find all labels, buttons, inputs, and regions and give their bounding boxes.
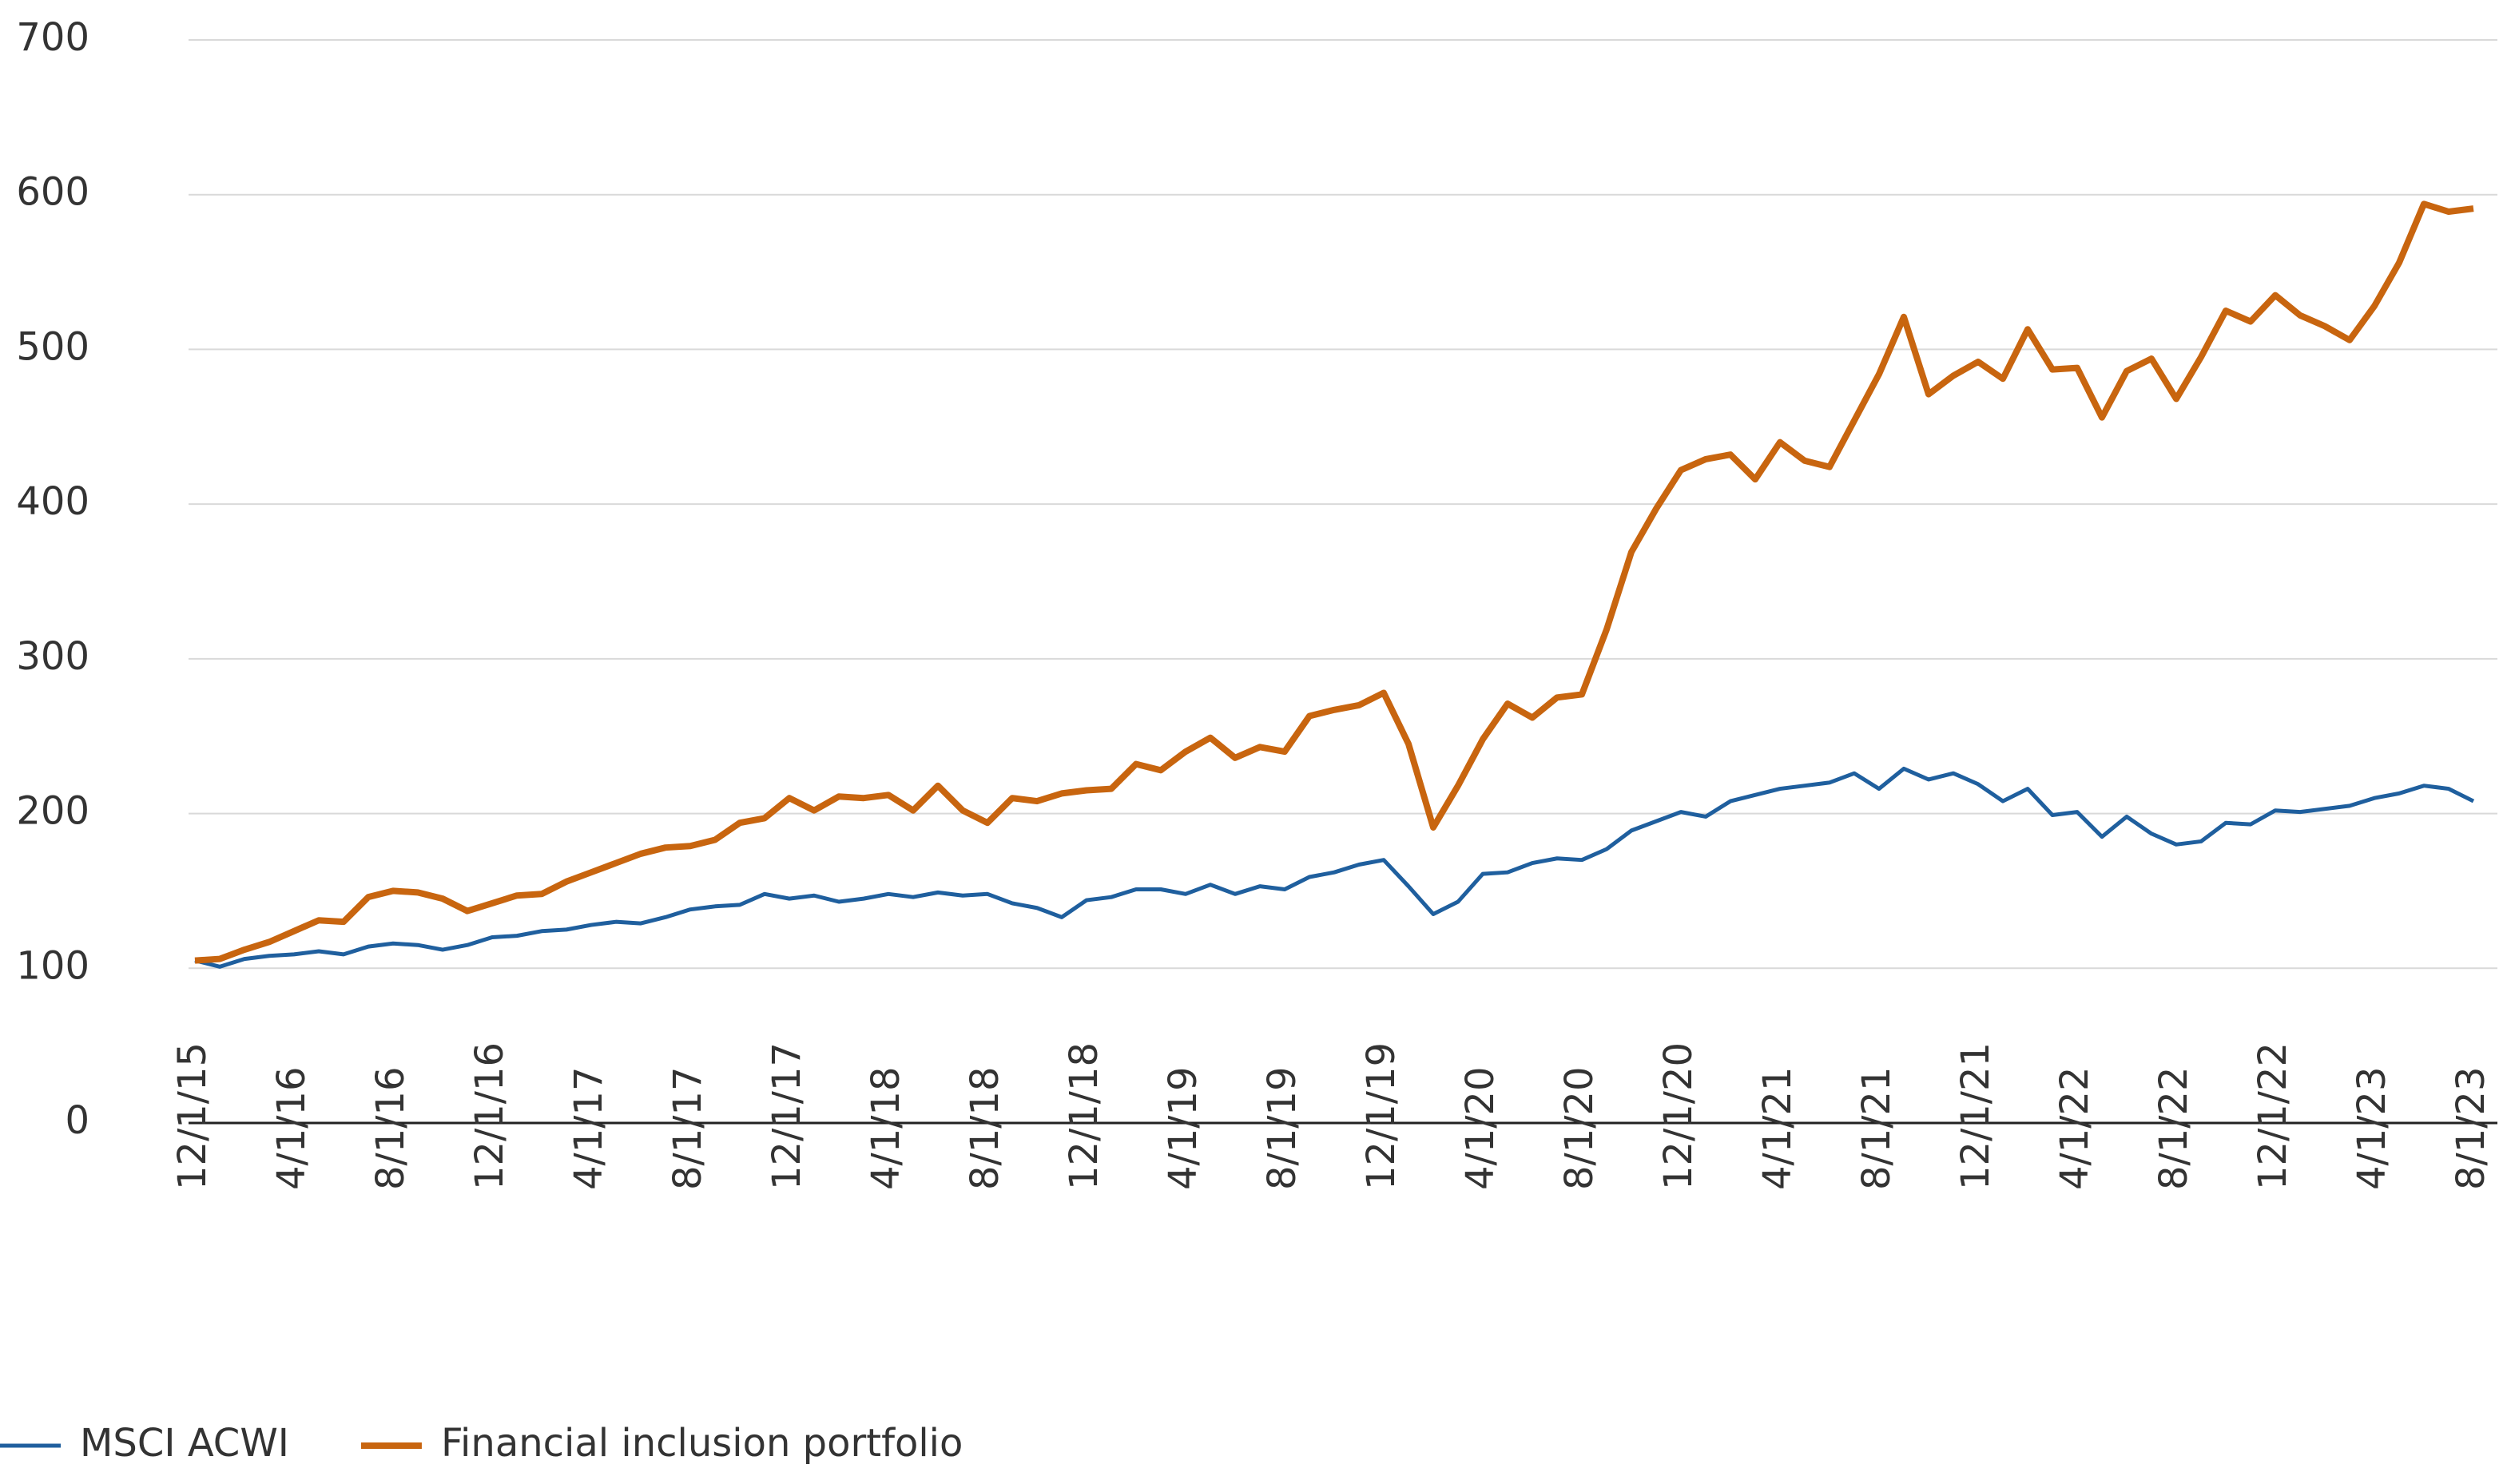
x-tick-label: 12/1/15 — [170, 1042, 215, 1190]
legend-label: MSCI ACWI — [80, 1421, 289, 1466]
y-tick-label: 600 — [16, 170, 89, 215]
x-tick-label: 8/1/18 — [963, 1067, 1007, 1191]
series-line — [194, 200, 2474, 964]
x-tick-label: 12/1/16 — [467, 1042, 512, 1190]
y-tick-label: 400 — [16, 479, 89, 524]
x-tick-label: 8/1/23 — [2449, 1067, 2493, 1191]
x-tick-label: 4/1/20 — [1458, 1067, 1503, 1191]
x-tick-label: 8/1/16 — [368, 1067, 413, 1191]
x-tick-label: 4/1/19 — [1161, 1067, 1206, 1191]
x-tick-label: 8/1/22 — [2151, 1067, 2196, 1191]
x-tick-label: 12/1/20 — [1656, 1042, 1701, 1190]
y-tick-label: 0 — [65, 1098, 89, 1143]
x-tick-label: 4/1/17 — [566, 1067, 611, 1191]
x-tick-label: 12/1/17 — [765, 1042, 809, 1190]
x-tick-label: 4/1/18 — [864, 1067, 908, 1191]
y-tick-label: 300 — [16, 634, 89, 679]
x-tick-label: 4/1/22 — [2052, 1067, 2097, 1191]
x-tick-label: 8/1/21 — [1854, 1067, 1899, 1191]
x-tick-label: 4/1/21 — [1755, 1067, 1800, 1191]
y-tick-label: 100 — [16, 943, 89, 988]
x-tick-label: 4/1/16 — [269, 1067, 314, 1191]
x-tick-label: 4/1/23 — [2350, 1067, 2394, 1191]
y-tick-label: 700 — [16, 15, 89, 60]
x-tick-label: 12/1/22 — [2251, 1042, 2295, 1190]
x-tick-label: 8/1/17 — [665, 1067, 710, 1191]
x-tick-label: 12/1/19 — [1359, 1042, 1404, 1190]
y-tick-label: 500 — [16, 324, 89, 369]
y-tick-label: 200 — [16, 789, 89, 834]
series-line — [194, 766, 2475, 969]
x-tick-label: 12/1/18 — [1062, 1042, 1106, 1190]
legend-label: Financial inclusion portfolio — [441, 1421, 963, 1466]
x-tick-label: 12/1/21 — [1953, 1042, 1998, 1190]
x-tick-label: 8/1/19 — [1260, 1067, 1305, 1191]
x-tick-label: 8/1/20 — [1557, 1067, 1602, 1191]
